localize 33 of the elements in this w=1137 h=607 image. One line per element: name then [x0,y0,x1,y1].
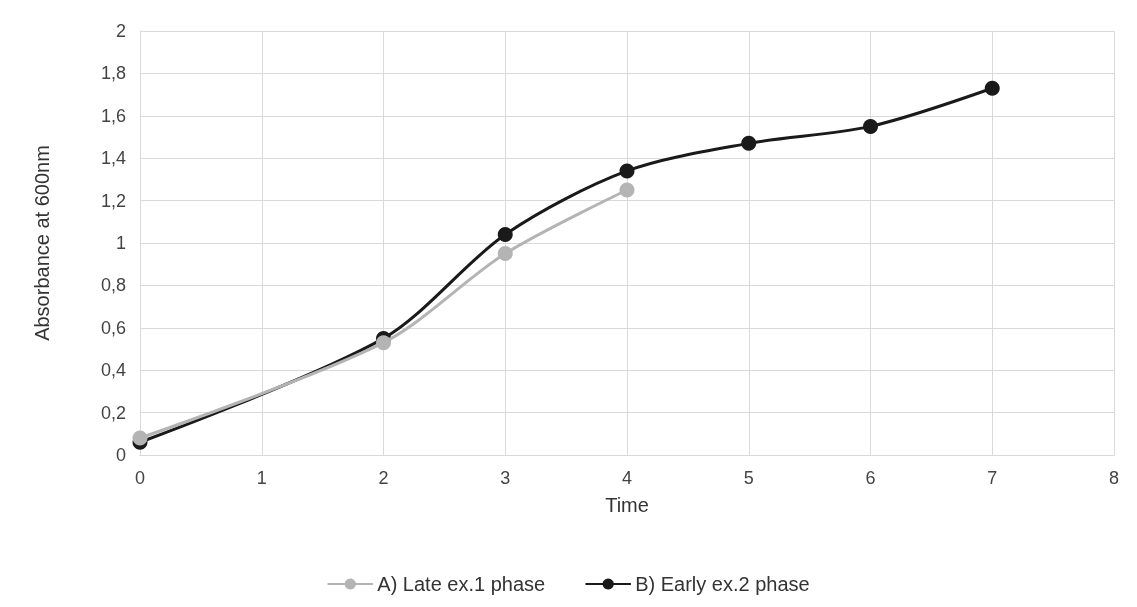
x-tick-label: 1 [256,468,267,488]
y-tick-label: 1,8 [100,63,126,84]
point [619,163,635,179]
x-tick-label: 3 [500,468,511,488]
y-tick-label: 0,8 [100,275,126,296]
point [984,80,1000,96]
x-tick-label: 0 [134,468,146,488]
legend-label: A) Late ex.1 phase [377,573,546,595]
x-tick-label: 2 [378,468,389,488]
point [132,430,148,446]
y-tick-label: 1 [115,233,126,253]
x-tick-label: 5 [743,468,754,488]
y-tick-label: 1,6 [100,105,126,126]
point [497,246,513,262]
x-tick-label: 6 [865,468,876,488]
x-tick-label: 8 [1108,468,1120,488]
y-tick-label: 1,2 [100,190,126,211]
point [497,227,513,243]
y-tick-label: 1,4 [100,148,126,169]
point [863,118,878,134]
point [741,135,757,151]
x-axis-title: Time [605,494,649,516]
legend-label: B) Early ex.2 phase [635,573,810,595]
point [376,335,391,351]
y-tick-label: 0,4 [100,360,126,381]
point [619,182,635,198]
y-tick-label: 0 [115,445,126,465]
y-tick-label: 0,6 [100,317,126,338]
y-tick-label: 2 [115,21,126,41]
y-tick-label: 0,2 [100,402,126,423]
x-tick-label: 7 [987,468,998,488]
y-axis-title: Absorbance at 600nm [31,145,53,341]
x-tick-label: 4 [621,468,633,488]
